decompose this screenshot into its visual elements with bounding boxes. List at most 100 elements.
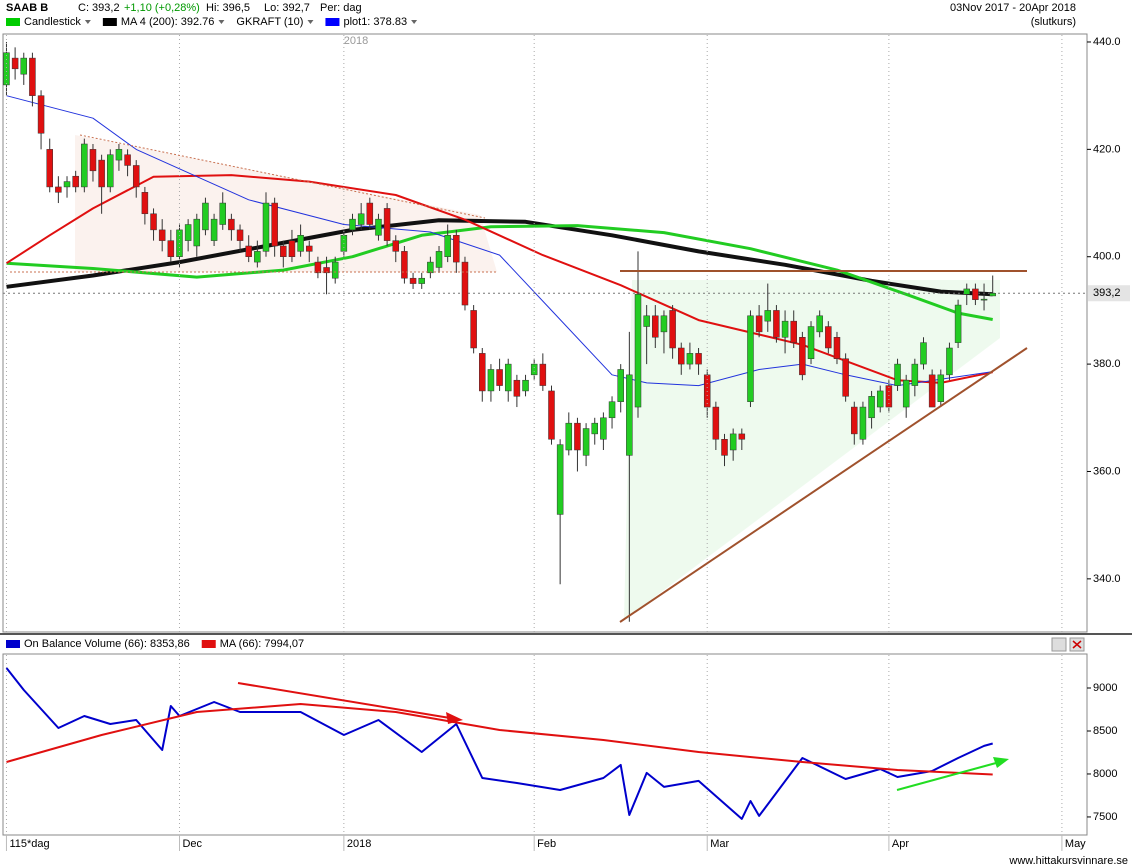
candle-body [807,326,815,359]
year-marker: 2018 [344,35,368,47]
candle-body [643,315,650,327]
candle-body [989,292,996,297]
candle-body [236,229,244,241]
candle-body [418,277,425,284]
legend-label: MA 4 (200): 392.76 [121,16,215,28]
candle-body [444,235,451,257]
dropdown [307,20,314,24]
y-tick-label: 380.0 [1093,358,1121,370]
line-series [6,95,993,387]
candle-body [46,149,53,188]
y-tick-label: 360.0 [1093,465,1121,477]
y-tick-label: 8000 [1093,768,1117,780]
candle-body [652,315,659,338]
candle-body [81,143,88,188]
candle-body [513,379,521,397]
close-glyph [1072,640,1082,649]
candle-body [591,422,598,435]
candle-body [946,347,953,376]
candle-body [556,444,564,515]
legend-swatch [201,640,216,648]
y-tick-label: 440.0 [1093,36,1121,48]
candle-body [271,202,278,247]
last-price-box [1088,285,1130,302]
candle-body [833,337,841,359]
candle-body [357,213,365,225]
candle-body [504,363,512,392]
candle-body [72,175,79,188]
y-tick-label: 8500 [1093,725,1117,737]
x-tick-label: Apr [892,838,909,850]
candle-body [980,298,988,301]
candle-body [288,240,296,257]
candle-body [98,159,105,188]
legend-swatch [102,18,117,26]
candle-body [435,251,443,268]
candle-body [539,363,547,386]
candle-body [764,310,772,322]
legend-label: plot1: 378.83 [343,16,407,28]
candle-body [790,320,797,343]
candle-body [11,57,19,70]
candle-body [297,235,304,252]
candle-body [409,277,417,284]
candle-body [202,202,209,231]
y-tick-label: 7500 [1093,811,1117,823]
line-series [5,667,993,820]
candle-body [331,261,339,279]
settings-icon[interactable] [1051,637,1067,652]
candle-body [453,235,460,263]
candle-body [158,229,166,241]
line-series [6,703,993,776]
y-tick-label: 420.0 [1093,143,1121,155]
x-tick-label: Feb [537,838,556,850]
candle-body [280,245,287,257]
candle-body [254,251,261,263]
candle-body [626,374,633,456]
candle-body [842,358,849,397]
candle-body [669,310,676,349]
candle-body [712,406,720,440]
candle-body [937,374,945,402]
candle-body [245,245,252,257]
candle-body [193,218,201,247]
candle-body [928,374,936,408]
candle-body [115,149,123,161]
candle-body [383,208,391,241]
candle-body [487,369,495,392]
candle-body [868,396,875,419]
candle-body [851,406,858,435]
ticker: SAAB B [6,2,48,14]
candle-body [634,294,642,408]
x-tick-label: May [1065,838,1086,850]
candle-body [401,251,408,279]
legend-label: MA (66): 7994,07 [220,638,304,650]
candle-body [954,304,962,343]
obv-panel [2,653,1088,836]
legend-label: GKRAFT (10) [236,16,303,28]
x-tick-label: Mar [710,838,729,850]
trendline [79,134,486,219]
candle-body [3,52,10,86]
candle-body [894,363,901,386]
arrow [237,682,451,719]
candle-body [306,245,313,252]
dropdown [411,20,418,24]
candle-body [107,154,114,188]
candle-body [63,181,71,188]
period: Per: dag [320,2,362,14]
candle-body [314,261,322,274]
candle-body [582,428,590,456]
basis: (slutkurs) [1031,16,1076,28]
legend-swatch [325,18,340,26]
price-panel [2,33,1088,633]
candle-body [608,401,616,419]
candle-body [565,422,573,451]
candle-body [755,315,763,333]
y-tick-label: 9000 [1093,682,1117,694]
candle-body [427,261,434,274]
candle-body [89,149,97,172]
candle-body [228,218,235,231]
candle-body [773,310,780,338]
